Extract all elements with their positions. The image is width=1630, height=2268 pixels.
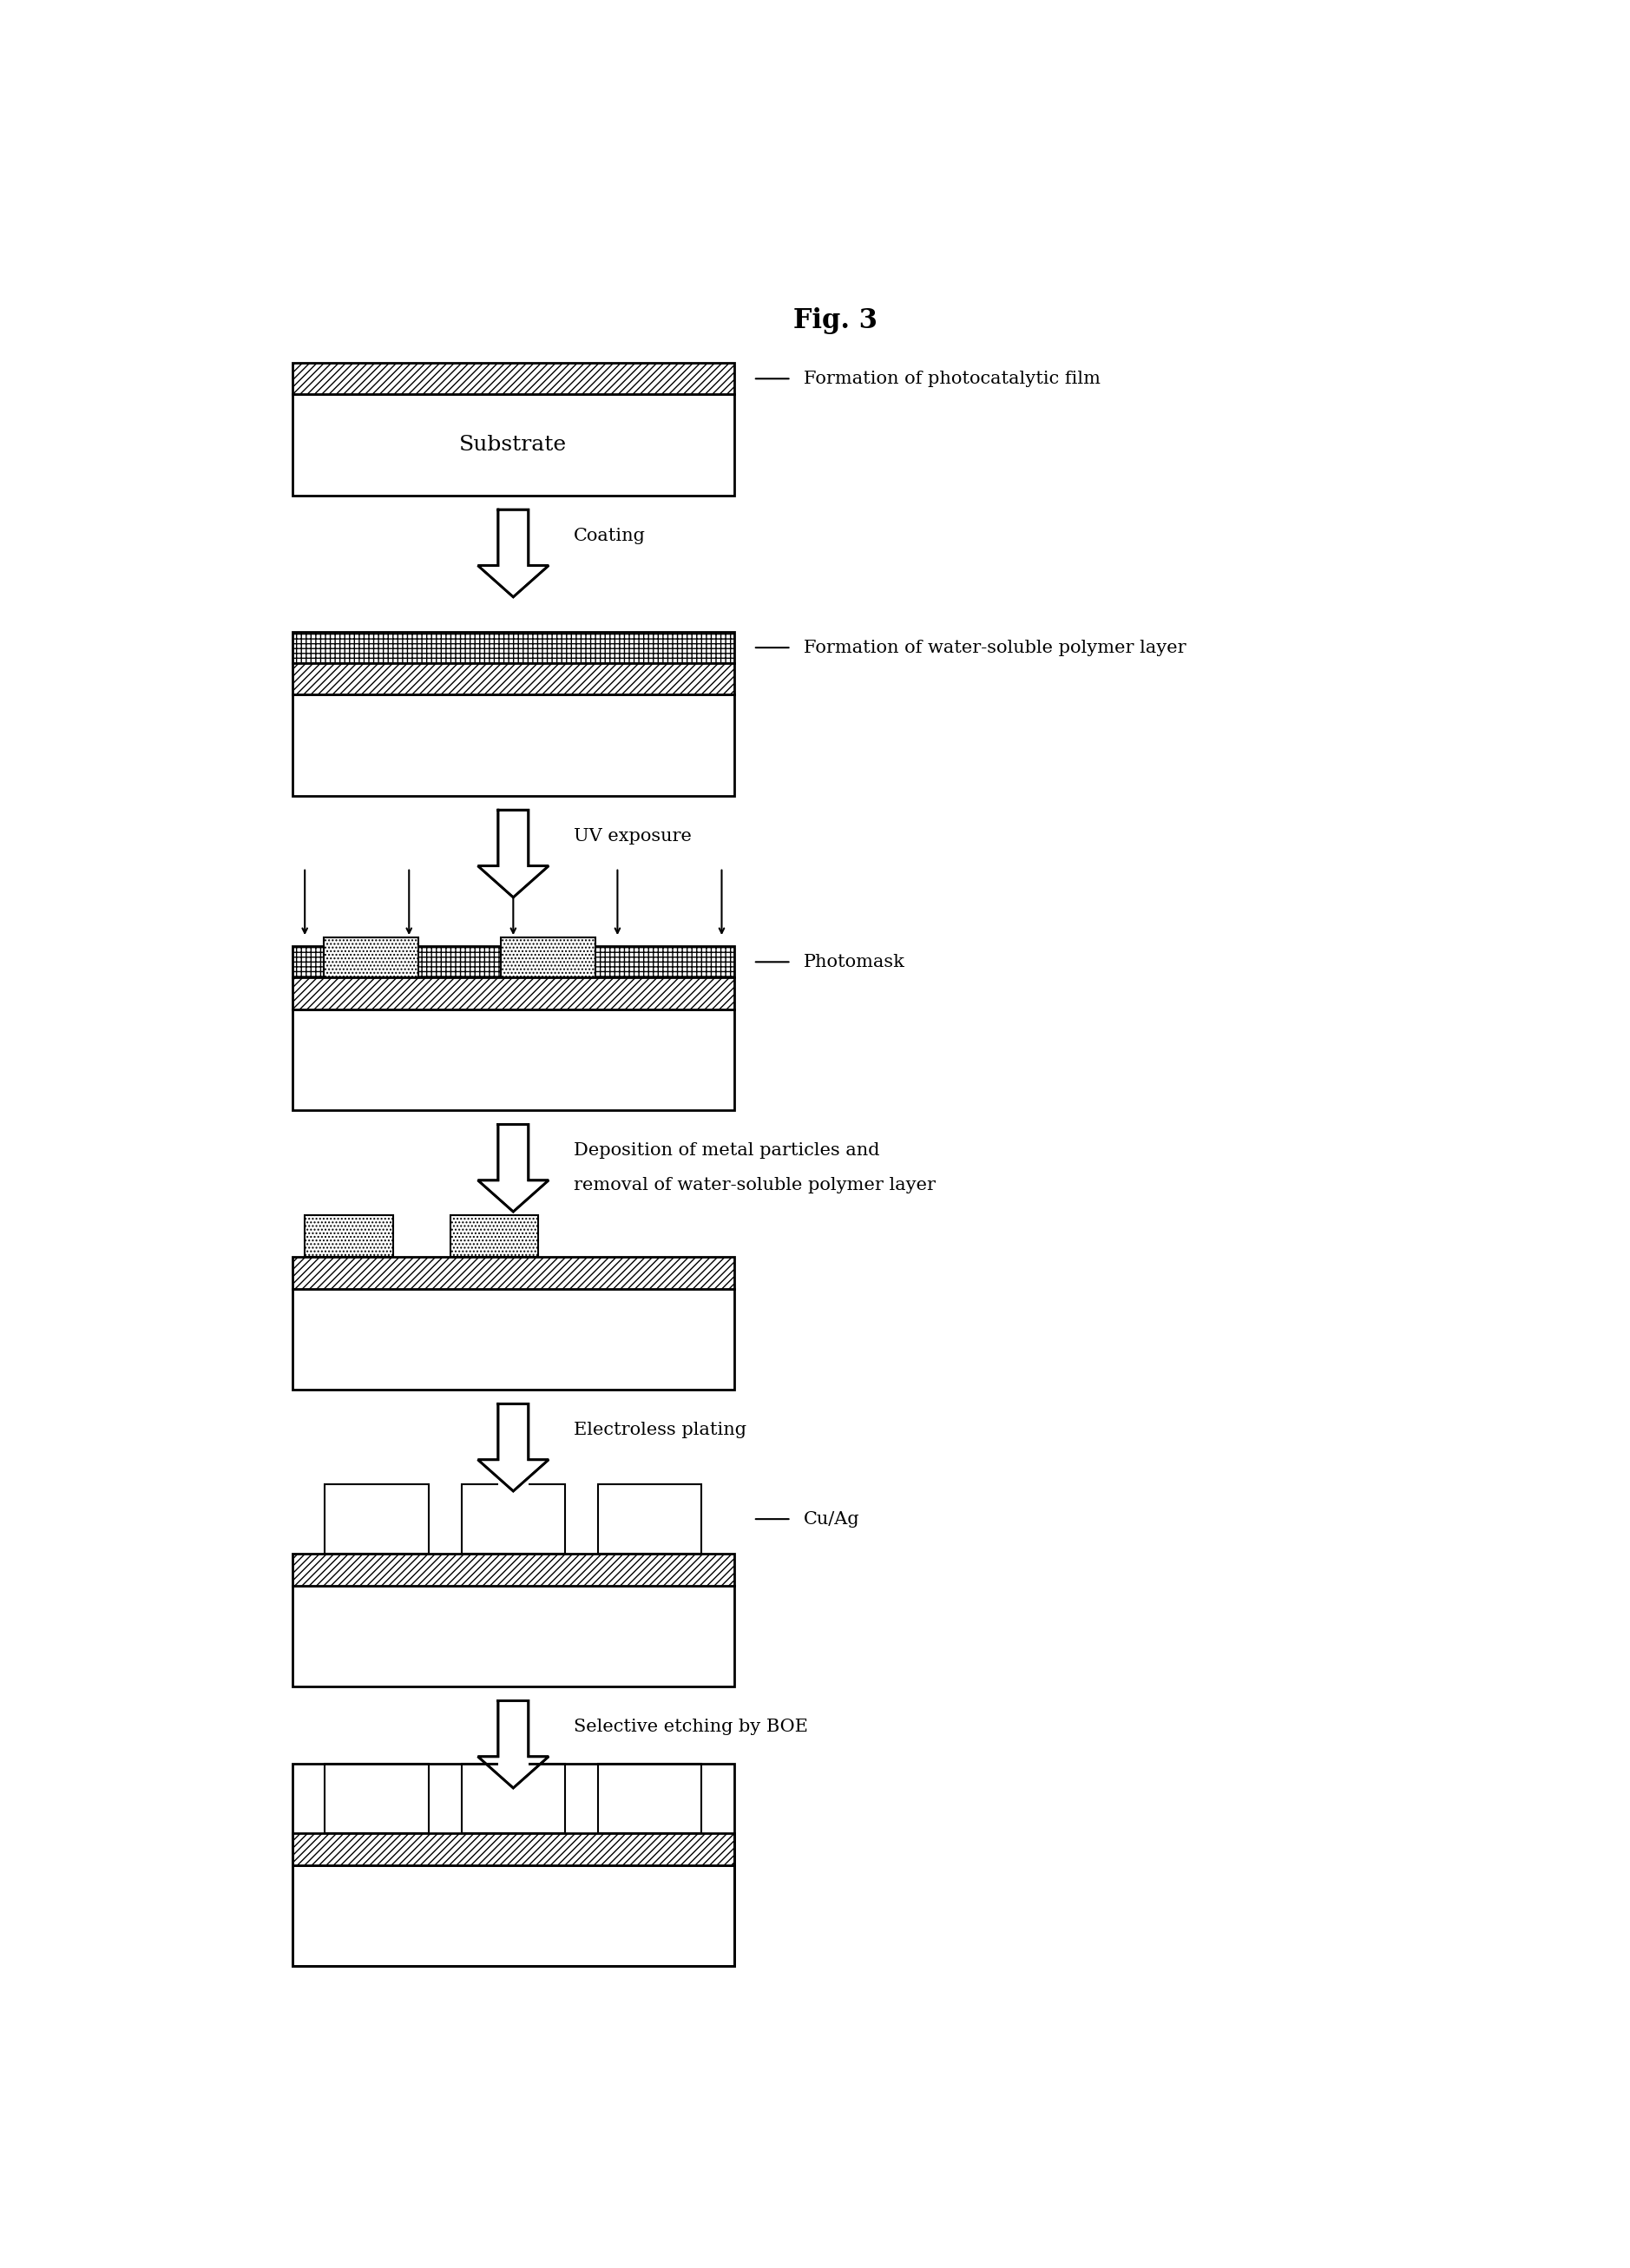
Bar xyxy=(292,363,734,395)
Text: Fig. 3: Fig. 3 xyxy=(794,308,877,333)
Bar xyxy=(324,937,419,978)
Bar xyxy=(598,1765,701,1833)
Bar xyxy=(292,633,734,662)
Text: Deposition of metal particles and: Deposition of metal particles and xyxy=(574,1143,880,1159)
Text: Cu/Ag: Cu/Ag xyxy=(804,1510,861,1526)
Bar xyxy=(499,1404,528,1490)
Bar xyxy=(292,1765,734,1966)
Bar xyxy=(292,1864,734,1966)
Text: Coating: Coating xyxy=(574,528,645,544)
Bar xyxy=(292,1288,734,1390)
Bar xyxy=(499,510,528,596)
Bar xyxy=(292,1585,734,1687)
Bar xyxy=(292,694,734,796)
Bar xyxy=(305,1216,393,1256)
Bar xyxy=(461,1765,566,1833)
Bar xyxy=(292,662,734,694)
Bar xyxy=(292,1833,734,1864)
Bar xyxy=(292,1554,734,1585)
Bar xyxy=(292,946,734,978)
Text: Formation of water-soluble polymer layer: Formation of water-soluble polymer layer xyxy=(804,640,1187,655)
Bar xyxy=(324,1483,429,1554)
Bar xyxy=(499,810,528,898)
Text: UV exposure: UV exposure xyxy=(574,828,691,844)
Bar xyxy=(598,1483,701,1554)
Bar xyxy=(450,1216,538,1256)
Bar xyxy=(292,1256,734,1288)
Bar xyxy=(499,1701,528,1787)
Bar xyxy=(499,1125,528,1211)
Bar xyxy=(292,1765,734,1833)
Text: Photomask: Photomask xyxy=(804,955,905,971)
Text: Substrate: Substrate xyxy=(460,435,567,456)
Bar xyxy=(324,1765,429,1833)
Text: Selective etching by BOE: Selective etching by BOE xyxy=(574,1719,808,1735)
Bar xyxy=(292,1009,734,1111)
Bar xyxy=(292,395,734,497)
Text: removal of water-soluble polymer layer: removal of water-soluble polymer layer xyxy=(574,1177,936,1193)
Bar xyxy=(292,978,734,1009)
Text: Electroless plating: Electroless plating xyxy=(574,1422,747,1438)
Text: Formation of photocatalytic film: Formation of photocatalytic film xyxy=(804,370,1100,388)
Bar xyxy=(461,1483,566,1554)
Bar xyxy=(500,937,595,978)
